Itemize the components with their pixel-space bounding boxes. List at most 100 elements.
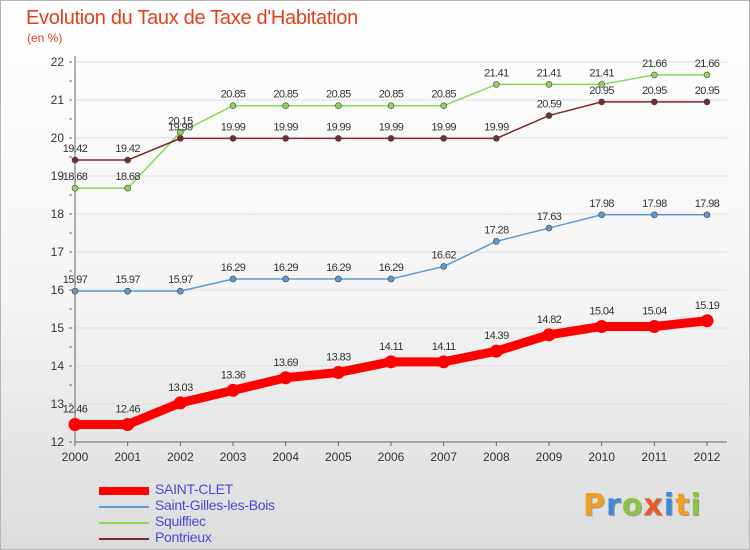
data-label: 17.98 — [642, 198, 667, 210]
data-point — [387, 135, 395, 142]
x-tick-label: 2009 — [536, 450, 563, 464]
data-label: 12.46 — [115, 404, 140, 416]
data-point — [493, 81, 500, 88]
legend-item: Saint-Gilles-les-Bois — [99, 497, 399, 515]
data-label: 16.29 — [273, 262, 298, 274]
x-tick-label: 2007 — [430, 450, 457, 464]
data-label: 13.83 — [326, 351, 351, 363]
legend-swatch — [99, 506, 149, 508]
legend-label: Saint-Gilles-les-Bois — [155, 497, 275, 513]
data-point — [703, 71, 711, 79]
series-2 — [71, 71, 711, 192]
data-label: 15.97 — [115, 274, 140, 286]
data-point — [545, 112, 553, 119]
data-point — [282, 275, 289, 283]
data-point — [282, 135, 289, 142]
logo-letter: i — [663, 488, 676, 523]
data-label: 15.04 — [589, 305, 614, 317]
y-tick-label: 22 — [51, 55, 65, 69]
data-point — [595, 319, 609, 333]
x-tick-label: 2006 — [378, 450, 405, 464]
data-point — [335, 102, 342, 109]
data-label: 20.95 — [642, 85, 667, 97]
data-label: 20.85 — [379, 89, 404, 101]
chart-series — [68, 71, 714, 432]
x-tick-label: 2012 — [694, 450, 721, 464]
chart-axes — [69, 56, 727, 446]
data-point — [440, 102, 447, 109]
data-label: 21.41 — [589, 67, 614, 79]
data-label: 16.62 — [431, 249, 456, 261]
data-point — [489, 344, 503, 358]
data-label: 17.63 — [537, 211, 562, 223]
data-point — [229, 275, 237, 283]
y-tick-label: 18 — [51, 207, 65, 221]
legend-swatch — [99, 538, 149, 540]
data-point — [703, 98, 711, 106]
data-label: 21.41 — [484, 67, 509, 79]
data-label: 15.97 — [168, 274, 193, 286]
data-point — [387, 102, 395, 109]
logo-letter: t — [675, 488, 691, 523]
data-label: 20.95 — [589, 85, 614, 97]
y-tick-label: 17 — [51, 245, 65, 259]
data-label: 18.68 — [115, 171, 140, 183]
x-tick-label: 2002 — [167, 450, 194, 464]
legend-swatch — [99, 522, 149, 524]
data-label: 19.99 — [484, 121, 509, 133]
x-tick-label: 2000 — [62, 450, 89, 464]
y-tick-label: 19 — [51, 169, 65, 183]
data-label: 19.42 — [115, 143, 140, 155]
data-point — [647, 319, 661, 333]
legend-label: Squiffiec — [155, 513, 206, 529]
data-label: 17.98 — [695, 198, 720, 210]
data-point — [331, 365, 345, 379]
x-tick-label: 2001 — [114, 450, 141, 464]
y-tick-label: 14 — [51, 359, 65, 373]
data-label: 20.59 — [537, 99, 562, 111]
data-label: 20.85 — [431, 89, 456, 101]
data-point — [545, 224, 553, 232]
data-label: 19.99 — [431, 121, 456, 133]
data-point — [124, 156, 131, 164]
data-point — [71, 184, 79, 192]
logo-letter: i — [690, 488, 702, 523]
data-point — [71, 156, 79, 164]
y-tick-label: 15 — [51, 321, 65, 335]
data-point — [279, 371, 293, 385]
data-label: 19.99 — [221, 121, 246, 133]
data-point — [226, 383, 240, 397]
data-label: 15.19 — [695, 300, 720, 312]
data-point — [651, 211, 658, 219]
data-label: 20.15 — [168, 115, 193, 127]
data-point — [651, 71, 658, 79]
data-label: 13.36 — [221, 369, 246, 381]
data-point — [177, 135, 184, 142]
data-point — [282, 102, 289, 109]
data-label: 19.99 — [379, 121, 404, 133]
data-point — [335, 275, 342, 283]
data-point — [387, 275, 395, 283]
legend-label: SAINT-CLET — [155, 481, 233, 497]
chart-data-labels: 12.46 12.46 13.03 13.36 13.69 13.83 14.11 14.11… — [63, 58, 721, 416]
legend-item: Squiffiec — [99, 513, 399, 531]
data-label: 14.11 — [432, 341, 456, 353]
data-point — [173, 396, 187, 410]
series-line — [70, 316, 712, 430]
data-point — [598, 98, 605, 106]
y-tick-label: 13 — [51, 397, 65, 411]
series-0 — [68, 314, 714, 432]
data-point — [384, 355, 398, 369]
data-label: 20.95 — [695, 85, 720, 97]
x-tick-label: 2003 — [220, 450, 247, 464]
data-label: 16.29 — [326, 262, 351, 274]
data-label: 21.66 — [642, 58, 667, 70]
data-point — [542, 328, 556, 342]
data-point — [229, 135, 237, 142]
series-3 — [71, 98, 711, 164]
legend-item: SAINT-CLET — [99, 481, 399, 499]
x-tick-label: 2011 — [641, 450, 667, 464]
data-label: 20.85 — [221, 89, 246, 101]
